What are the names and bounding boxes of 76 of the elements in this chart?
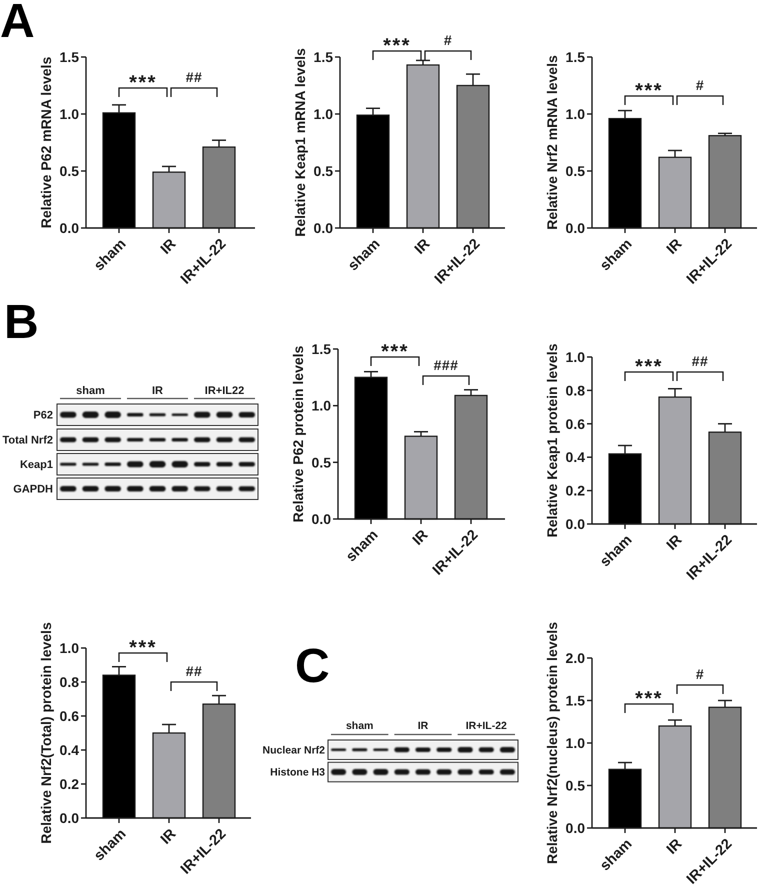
annotation: *** — [635, 688, 663, 710]
y-tick-label: 0.4 — [566, 449, 586, 466]
annotation: # — [696, 77, 704, 93]
y-tick-label: 0.5 — [60, 163, 80, 180]
y-tick-label: 1.5 — [566, 692, 586, 709]
y-tick-label: 0.8 — [60, 674, 80, 690]
text: B — [4, 296, 39, 349]
annotation: *** — [129, 72, 157, 94]
y-tick-label: 0.0 — [566, 220, 586, 236]
annotation: *** — [381, 341, 409, 363]
y-tick-label: 1.0 — [314, 106, 334, 122]
y-tick-label: 1.0 — [566, 106, 586, 122]
y-tick-label: 0.0 — [60, 220, 80, 236]
y-axis-title: Relative Nrf2(Total) protein levels — [38, 622, 54, 844]
y-tick-label: 0.6 — [60, 708, 80, 724]
x-tick-label: IR — [664, 236, 686, 258]
y-axis-title: Relative Nrf2(nucleus) protein levels — [544, 622, 560, 864]
y-tick-label: 0.2 — [60, 776, 80, 792]
y-tick-label: 1.5 — [566, 49, 586, 66]
category-label: sham — [76, 385, 106, 397]
x-tick-label: IR — [412, 236, 434, 258]
category-label: sham — [346, 720, 374, 732]
annotation: # — [696, 666, 704, 682]
category-label: Nuclear Nrf2 — [262, 744, 325, 756]
y-tick-label: 1.0 — [566, 735, 586, 752]
y-tick-label: 0.4 — [60, 742, 80, 758]
y-tick-label: 0.5 — [312, 454, 332, 470]
annotation: *** — [129, 637, 157, 659]
y-tick-label: 0.0 — [566, 820, 586, 836]
y-tick-label: 1.0 — [60, 640, 80, 656]
annotation: ## — [692, 353, 708, 369]
text: C — [295, 640, 330, 693]
annotation: *** — [635, 80, 663, 102]
y-tick-label: 0.0 — [314, 220, 334, 236]
y-tick-label: 1.0 — [60, 106, 80, 122]
chart-title: A — [0, 0, 35, 48]
x-tick-label: IR — [410, 526, 432, 549]
y-tick-label: 0.5 — [566, 163, 586, 180]
y-tick-label: 0.6 — [566, 416, 586, 432]
y-tick-label: 0.0 — [566, 516, 586, 532]
category-label: GAPDH — [13, 484, 53, 496]
y-tick-label: 0.5 — [566, 778, 586, 794]
x-tick-label: IR — [158, 826, 180, 848]
x-tick-label: IR — [664, 836, 686, 858]
x-tick-label: IR — [158, 236, 180, 258]
y-tick-label: 1.5 — [312, 341, 332, 358]
y-tick-label: 1.5 — [314, 49, 334, 66]
category-label: Total Nrf2 — [2, 434, 53, 447]
y-axis-title: Relative P62 protein levels — [290, 345, 306, 522]
y-tick-label: 0.0 — [312, 511, 332, 528]
x-tick-label: IR — [664, 532, 686, 554]
y-tick-label: 2.0 — [566, 650, 586, 666]
annotation: ### — [434, 357, 458, 373]
annotation: *** — [635, 356, 663, 378]
category-label: Keap1 — [20, 459, 53, 472]
y-axis-title: Relative Nrf2 mRNA levels — [544, 55, 560, 230]
y-tick-label: 1.5 — [60, 49, 80, 66]
y-axis-title: Relative Keap1 mRNA levels — [292, 48, 308, 237]
y-tick-label: 0.0 — [60, 810, 80, 826]
annotation: ## — [186, 663, 202, 679]
y-tick-label: 0.5 — [314, 163, 334, 180]
category-label: Histone H3 — [270, 766, 325, 779]
y-tick-label: 1.0 — [312, 398, 332, 414]
y-tick-label: 1.0 — [566, 349, 586, 366]
annotation: *** — [383, 35, 411, 57]
y-tick-label: 0.2 — [566, 482, 586, 499]
category-label: IR — [152, 385, 164, 397]
y-axis-title: Relative Keap1 protein levels — [544, 343, 560, 538]
category-label: P62 — [33, 410, 53, 422]
category-label: IR — [418, 720, 429, 732]
category-label: IR+IL22 — [204, 385, 244, 397]
y-tick-label: 0.8 — [566, 382, 586, 398]
category-label: IR+IL-22 — [466, 720, 508, 732]
text: # — [444, 32, 452, 48]
annotation: ## — [186, 69, 202, 85]
y-axis-title: Relative P62 mRNA levels — [38, 56, 54, 228]
